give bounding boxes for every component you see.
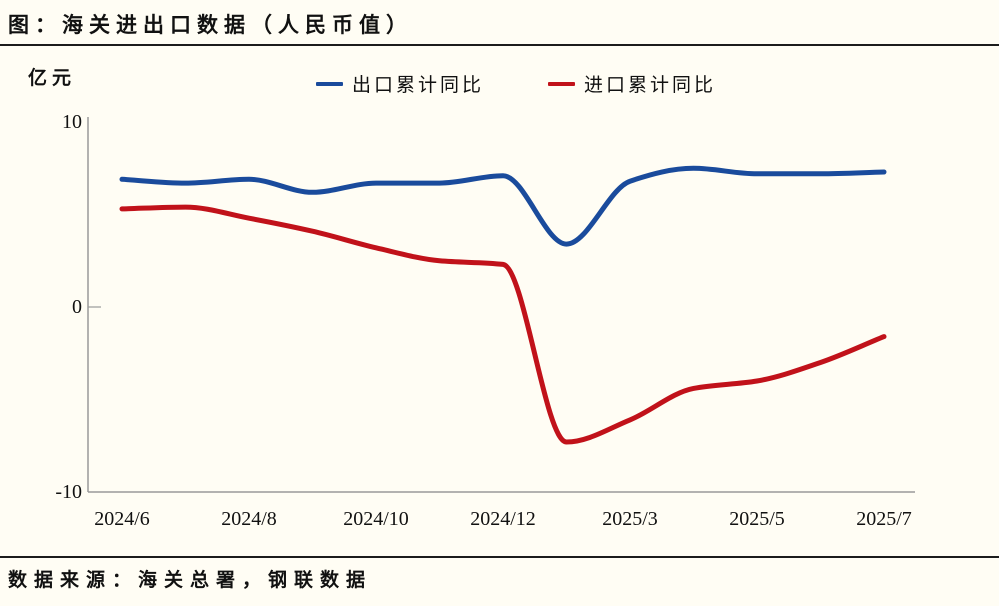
title-divider-line	[0, 44, 999, 46]
source-divider-line	[0, 556, 999, 558]
y-axis-unit-label: 亿元	[28, 68, 77, 89]
data-source-note: 数据来源：海关总署，钢联数据	[8, 570, 373, 591]
import-series-label: 进口累计同比	[584, 75, 717, 96]
export-series-swatch	[316, 81, 343, 86]
x-tick-label-2024-8: 2024/8	[221, 508, 277, 530]
x-tick-label-2024-10: 2024/10	[343, 508, 409, 530]
export-series-label: 出口累计同比	[352, 75, 485, 96]
legend: 出口累计同比 进口累计同比	[316, 70, 716, 97]
x-tick-label-2025-3: 2025/3	[602, 508, 658, 530]
y-tick-label-10: 10	[62, 111, 82, 133]
x-tick-label-2025-7: 2025/7	[856, 508, 912, 530]
import-series-line	[119, 204, 887, 445]
x-tick-label-2024-12: 2024/12	[470, 508, 536, 530]
chart-title: 图：海关进出口数据（人民币值）	[8, 13, 413, 37]
x-tick-label-2024-6: 2024/6	[94, 508, 150, 530]
y-tick-label-0: 0	[72, 296, 82, 318]
export-series-line	[119, 165, 887, 247]
x-tick-label-2025-5: 2025/5	[729, 508, 785, 530]
y-tick-label-neg10: -10	[55, 481, 82, 503]
import-series-swatch	[548, 81, 576, 86]
